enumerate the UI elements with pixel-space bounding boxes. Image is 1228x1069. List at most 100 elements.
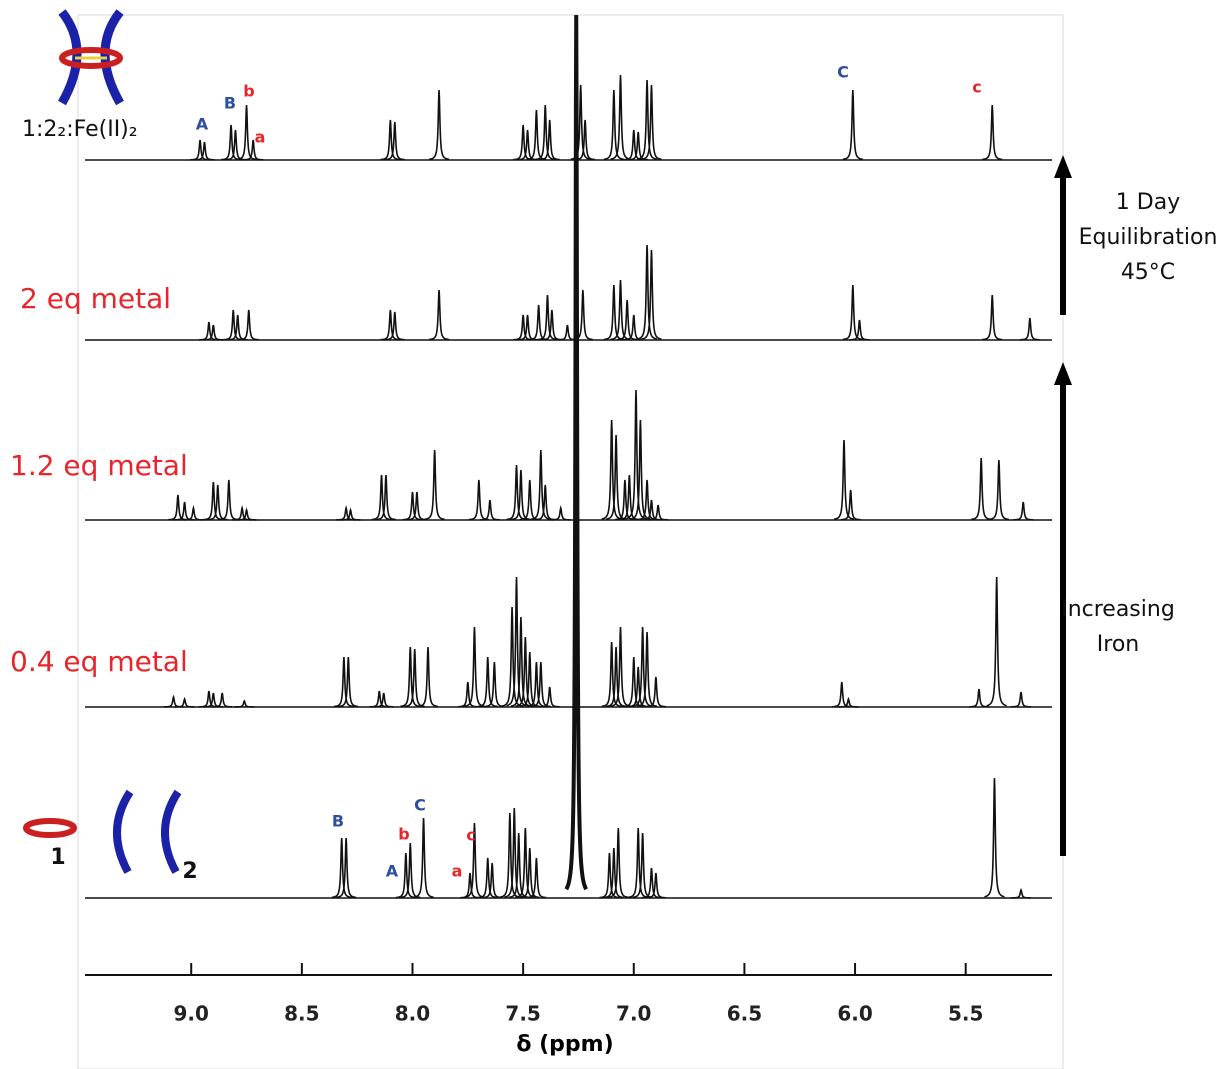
peak (333, 656, 354, 708)
x-tick-label: 8.5 (284, 1002, 319, 1026)
peak (479, 499, 500, 521)
icon-arcs (113, 789, 182, 874)
peak (641, 867, 662, 899)
peak (984, 777, 1005, 898)
peak (510, 469, 531, 521)
peak (406, 491, 427, 521)
peak (636, 79, 658, 160)
peak (838, 696, 859, 708)
x-tick-label: 6.5 (727, 1002, 762, 1026)
frame (77, 14, 1064, 1069)
peak (840, 489, 861, 521)
peak (982, 294, 1003, 341)
peak (183, 504, 204, 521)
peak (460, 872, 481, 899)
peak (641, 499, 662, 521)
peak (986, 576, 1007, 707)
peak (477, 857, 498, 899)
peak (849, 319, 870, 341)
peak (424, 449, 445, 521)
peak (1013, 501, 1034, 521)
arrow-caption: Equilibration (1079, 225, 1218, 250)
peak (207, 484, 228, 521)
x-tick-label: 9.0 (173, 1002, 208, 1026)
peak (174, 696, 195, 708)
peak (530, 661, 551, 708)
peak (623, 314, 644, 341)
peak (234, 699, 255, 708)
peak (225, 129, 246, 161)
peak (570, 84, 591, 161)
peak (636, 244, 658, 340)
arrow-caption: 45°C (1121, 260, 1175, 285)
peak-label: a (255, 128, 266, 147)
peak (628, 827, 649, 899)
peak (212, 692, 233, 708)
peak (601, 419, 622, 520)
peak (429, 289, 450, 341)
peak (218, 479, 239, 521)
peak (190, 139, 211, 161)
peak (641, 84, 662, 161)
peak (632, 832, 653, 899)
peak (535, 484, 556, 521)
peak-label: A (196, 115, 209, 134)
peak (428, 89, 450, 161)
icon-complex (58, 9, 124, 106)
peak (603, 847, 624, 899)
peak (402, 491, 423, 521)
peak (375, 474, 396, 521)
peak-label: c (466, 826, 475, 845)
peak (539, 119, 560, 161)
peak (232, 504, 253, 521)
peak (1019, 317, 1040, 341)
peak (1011, 691, 1032, 708)
spectrum (85, 389, 1052, 521)
peak (632, 626, 653, 707)
peak (417, 646, 439, 708)
peak (648, 504, 669, 521)
peak (517, 314, 538, 341)
peak (623, 129, 644, 161)
peak (340, 507, 361, 521)
molecule-label: 2 (182, 859, 197, 884)
peak (605, 434, 627, 520)
peak (628, 131, 649, 161)
peak (380, 119, 401, 161)
peak (550, 505, 571, 521)
peak (982, 104, 1003, 161)
peak (203, 324, 224, 341)
peak (477, 656, 498, 708)
peak (198, 321, 219, 341)
peak (384, 311, 405, 341)
peak (603, 89, 624, 161)
peak (842, 89, 863, 161)
peak (504, 807, 525, 898)
peak (194, 141, 215, 161)
peak (174, 501, 195, 521)
peak-label: a (452, 862, 463, 881)
peak (238, 309, 259, 341)
peak (484, 661, 505, 708)
peak-label: A (386, 862, 399, 881)
series-label: 1:2₂:Fe(II)₂ (22, 117, 138, 142)
peak-label: c (972, 78, 981, 97)
peak (468, 479, 489, 521)
arrow-caption: Iron (1097, 632, 1139, 657)
peak (499, 812, 520, 898)
peak (526, 857, 547, 899)
peak (457, 681, 478, 708)
peak-label: B (332, 812, 344, 831)
peak-label: b (398, 825, 409, 844)
peak (617, 299, 638, 341)
peak (338, 656, 359, 708)
peak (968, 688, 989, 708)
peak-label: B (224, 94, 236, 113)
molecule-label: 1 (50, 845, 65, 870)
peak (530, 449, 551, 521)
peak (510, 616, 532, 707)
spectrum (85, 244, 1052, 341)
arrow-caption: Increasing (1061, 597, 1175, 622)
peak (336, 837, 357, 899)
